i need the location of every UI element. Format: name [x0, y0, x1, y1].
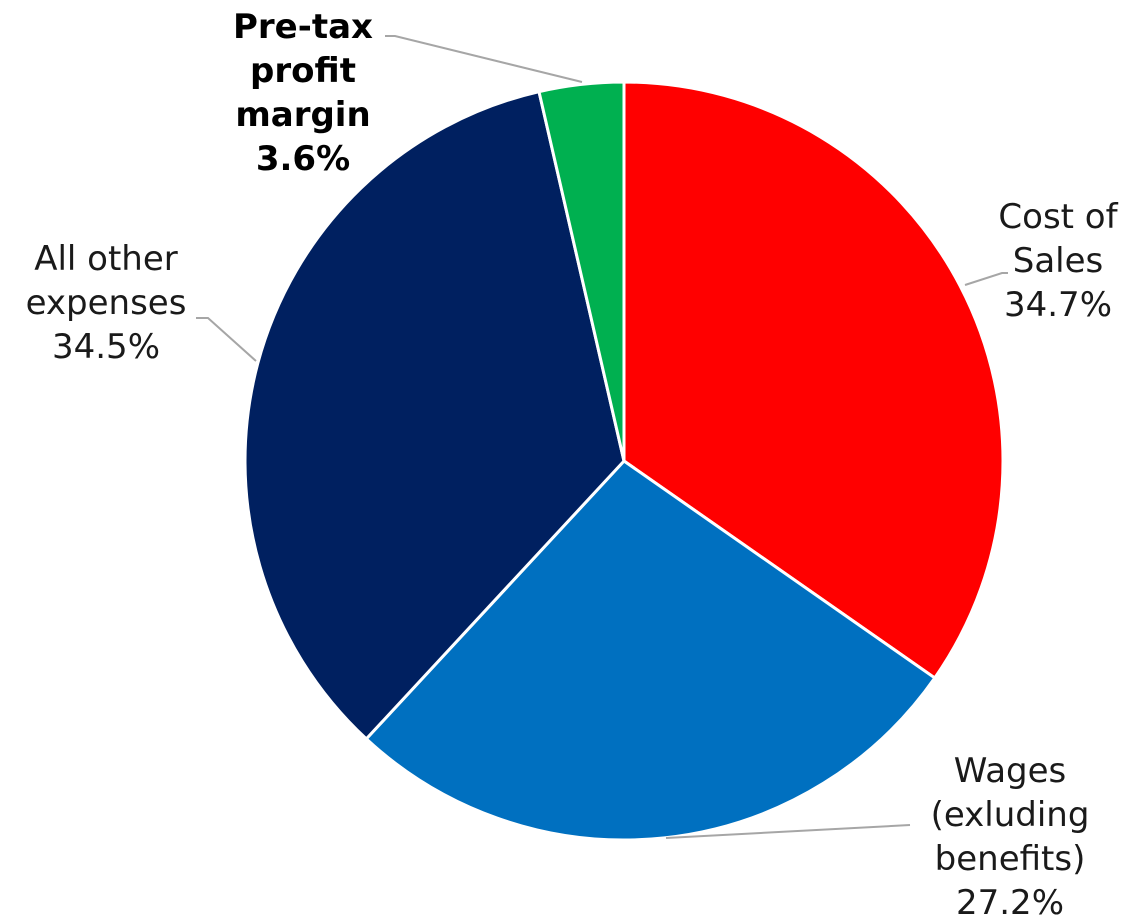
slice-name-line: benefits)	[935, 839, 1086, 879]
slice-name-line: Pre-tax	[233, 7, 373, 47]
pie-slice-3	[537, 80, 626, 463]
leader-line-3	[385, 35, 583, 83]
leader-line-1	[665, 824, 911, 839]
slice-name-line: profit	[250, 51, 356, 91]
slice-name-line: (exluding	[931, 795, 1090, 835]
slice-name-line: Wages	[954, 751, 1067, 791]
leader-line-2	[196, 317, 257, 362]
slice-label-1: Wages (exluding benefits) 27.2%	[931, 751, 1090, 923]
pie-slice-1	[364, 459, 937, 842]
slice-name-line: All other	[34, 239, 178, 279]
slice-value-label: 34.7%	[1004, 285, 1112, 325]
slice-label-2: All other expenses 34.5%	[26, 239, 187, 367]
leader-lines	[196, 35, 1008, 839]
slice-value-label: 34.5%	[52, 327, 160, 367]
pie-slice-0	[622, 80, 1005, 680]
slice-name-line: Cost of	[998, 197, 1118, 237]
slice-name-line: Sales	[1013, 241, 1104, 281]
slice-label-0: Cost of Sales 34.7%	[998, 197, 1118, 325]
pie-slices	[243, 80, 1005, 842]
slice-label-3: Pre-tax profit margin 3.6%	[233, 7, 373, 179]
slice-name-line: expenses	[26, 283, 187, 323]
leader-line-0	[964, 272, 1008, 286]
slice-name-line: margin	[235, 95, 370, 135]
pie-slice-2	[243, 90, 626, 741]
slice-value-label: 3.6%	[256, 139, 350, 179]
slice-labels: Cost of Sales 34.7% Wages (exluding benefits)…	[26, 7, 1119, 923]
slice-value-label: 27.2%	[956, 883, 1064, 923]
